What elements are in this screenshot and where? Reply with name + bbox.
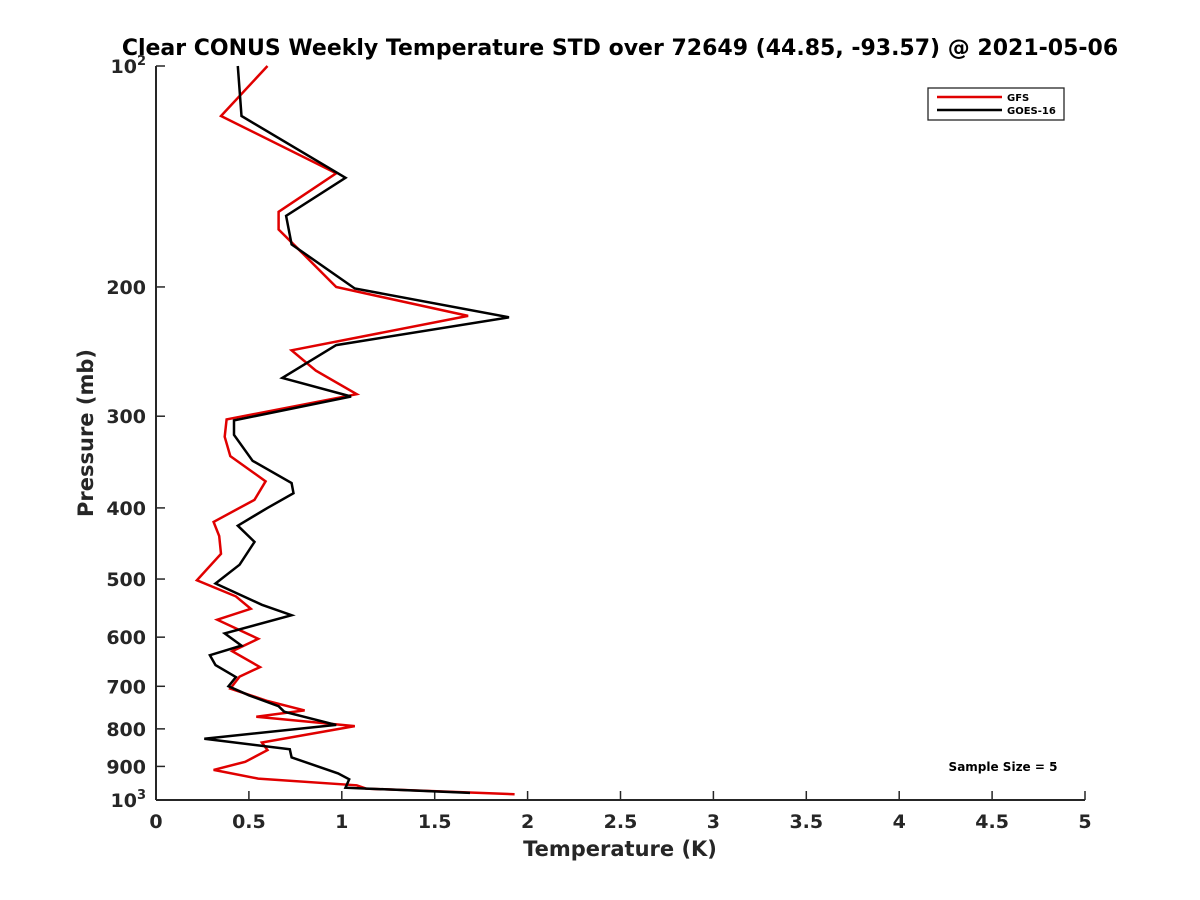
x-tick-label: 1.5 bbox=[418, 811, 452, 833]
y-tick-label: 800 bbox=[106, 719, 146, 741]
x-tick-label: 0 bbox=[149, 811, 162, 833]
series-line-gfs bbox=[197, 66, 515, 794]
x-tick-label: 2 bbox=[521, 811, 534, 833]
series-group bbox=[197, 66, 515, 794]
x-ticks: 0 0.5 1 1.5 2 2.5 3 3.5 4 4.5 5 bbox=[149, 791, 1091, 833]
x-tick-label: 0.5 bbox=[232, 811, 266, 833]
x-axis-label: Temperature (K) bbox=[523, 837, 717, 861]
x-tick-label: 2.5 bbox=[604, 811, 638, 833]
legend: GFS GOES-16 bbox=[928, 88, 1064, 120]
y-tick-label: 900 bbox=[106, 756, 146, 778]
x-tick-label: 5 bbox=[1078, 811, 1091, 833]
chart-title: Clear CONUS Weekly Temperature STD over … bbox=[122, 36, 1118, 61]
x-tick-label: 4 bbox=[893, 811, 906, 833]
y-axis-label: Pressure (mb) bbox=[74, 349, 98, 517]
legend-label-goes-16: GOES-16 bbox=[1007, 106, 1056, 117]
y-tick-label: 103 bbox=[111, 788, 147, 812]
series-line-goes-16 bbox=[204, 66, 509, 793]
x-tick-label: 3.5 bbox=[789, 811, 823, 833]
y-tick-label: 300 bbox=[106, 406, 146, 428]
legend-label-gfs: GFS bbox=[1007, 93, 1029, 104]
y-tick-label: 200 bbox=[106, 277, 146, 299]
y-tick-label: 600 bbox=[106, 627, 146, 649]
x-tick-label: 1 bbox=[335, 811, 348, 833]
y-tick-label: 102 bbox=[111, 54, 147, 78]
sample-size-annotation: Sample Size = 5 bbox=[949, 760, 1058, 774]
x-tick-label: 3 bbox=[707, 811, 720, 833]
y-tick-label: 500 bbox=[106, 569, 146, 591]
y-tick-label: 400 bbox=[106, 498, 146, 520]
x-tick-label: 4.5 bbox=[975, 811, 1009, 833]
y-tick-label: 700 bbox=[106, 676, 146, 698]
